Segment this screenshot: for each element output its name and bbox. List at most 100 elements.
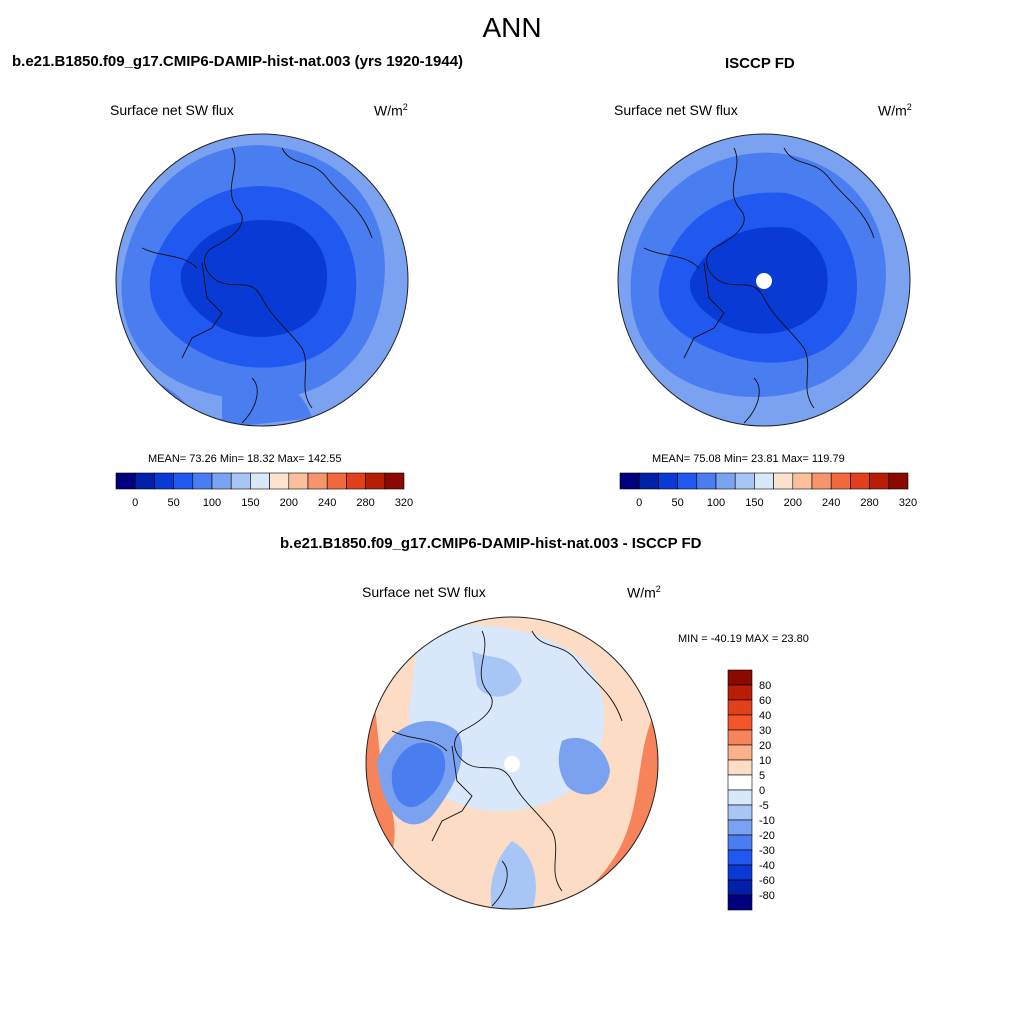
right-colorbar-tick-label: 0 [636, 497, 642, 509]
right-units-label: W/m2 [878, 102, 912, 119]
right-colorbar-swatch [677, 472, 698, 490]
diff-colorbar-tick-label: -30 [759, 845, 775, 857]
left-colorbar-tick-label: 240 [318, 497, 336, 509]
right-colorbar-tick-label: 100 [707, 497, 725, 509]
diff-minmax: MIN = -40.19 MAX = 23.80 [678, 633, 809, 645]
left-colorbar-swatch [211, 472, 232, 490]
left-colorbar-tick-label: 100 [203, 497, 221, 509]
diff-colorbar-swatch [727, 804, 753, 821]
diff-colorbar-swatch [727, 774, 753, 791]
diff-colorbar-swatch [727, 714, 753, 731]
diff-colorbar-tick-label: -10 [759, 815, 775, 827]
diff-polar-map [365, 616, 659, 910]
diff-colorbar-swatch [727, 744, 753, 761]
diff-colorbar-tick-label: 10 [759, 755, 771, 767]
left-colorbar-swatch [250, 472, 270, 490]
right-colorbar-swatch [869, 472, 890, 490]
left-colorbar-swatch [115, 472, 136, 490]
diff-colorbar-tick-label: 30 [759, 725, 771, 737]
left-colorbar-tick-label: 200 [280, 497, 298, 509]
left-colorbar-swatch [269, 472, 290, 490]
diff-colorbar-swatch [727, 834, 753, 851]
diff-colorbar-tick-label: -5 [759, 800, 769, 812]
left-coastlines [141, 147, 373, 424]
diff-colorbar-tick-label: 60 [759, 695, 771, 707]
left-colorbar-swatch [307, 472, 328, 490]
diff-colorbar-swatch [727, 729, 753, 746]
right-pole-missing [756, 273, 772, 289]
diff-colorbar: 80 60 40 30 20 10 5 0 -5 -10 -20 -30 -40 -60 -80 [727, 669, 775, 911]
right-colorbar-swatch [715, 472, 736, 490]
diff-colorbar-tick-label: 5 [759, 770, 765, 782]
left-stats: MEAN= 73.26 Min= 18.32 Max= 142.55 [148, 453, 342, 465]
diff-colorbar-tick-label: -20 [759, 830, 775, 842]
diff-colorbar-swatch [727, 849, 753, 866]
diff-colorbar-tick-label: -80 [759, 890, 775, 902]
left-colorbar-swatch [346, 472, 366, 490]
left-colorbar-swatch [154, 472, 174, 490]
left-colorbar-swatch [173, 472, 194, 490]
diff-colorbar-swatch [727, 684, 753, 701]
diff-colorbar-swatch [727, 894, 753, 911]
right-colorbar-swatch [658, 472, 678, 490]
diff-colorbar-swatch [727, 789, 753, 806]
left-colorbar-tick-label: 320 [395, 497, 413, 509]
right-colorbar-swatch [754, 472, 774, 490]
right-colorbar-tick-label: 280 [860, 497, 878, 509]
right-colorbar-swatch [811, 472, 832, 490]
diff-variable-label: Surface net SW flux [362, 584, 486, 600]
left-colorbar: 0 50 100 150 200 240 280 320 [115, 472, 413, 509]
left-polar-map [115, 133, 409, 427]
diff-colorbar-tick-label: -40 [759, 860, 775, 872]
right-colorbar-swatch [638, 472, 659, 490]
left-colorbar-tick-label: 0 [132, 497, 138, 509]
main-title: ANN [482, 12, 542, 43]
right-colorbar-swatch [888, 472, 909, 490]
right-stats: MEAN= 75.08 Min= 23.81 Max= 119.79 [652, 453, 845, 465]
right-case-title: ISCCP FD [725, 55, 795, 72]
right-colorbar-tick-label: 240 [822, 497, 840, 509]
diff-colorbar-swatch [727, 699, 753, 716]
diff-colorbar-tick-label: 40 [759, 710, 771, 722]
right-variable-label: Surface net SW flux [614, 102, 738, 118]
diff-colorbar-swatch [727, 669, 753, 686]
left-case-title: b.e21.B1850.f09_g17.CMIP6-DAMIP-hist-nat… [12, 53, 464, 70]
left-colorbar-swatch [192, 472, 213, 490]
right-colorbar-tick-label: 200 [784, 497, 802, 509]
left-colorbar-swatch [288, 472, 309, 490]
right-colorbar-tick-label: 320 [899, 497, 917, 509]
right-colorbar-swatch [696, 472, 717, 490]
right-colorbar-swatch [830, 472, 851, 490]
right-colorbar-swatch [773, 472, 794, 490]
diff-case-title: b.e21.B1850.f09_g17.CMIP6-DAMIP-hist-nat… [280, 535, 702, 552]
left-colorbar-tick-label: 50 [167, 497, 179, 509]
left-variable-label: Surface net SW flux [110, 102, 234, 118]
left-colorbar-tick-label: 150 [241, 497, 259, 509]
right-colorbar-swatch [850, 472, 870, 490]
left-colorbar-tick-label: 280 [356, 497, 374, 509]
left-units-label: W/m2 [374, 102, 408, 119]
right-polar-map [617, 133, 911, 427]
diff-colorbar-tick-label: 80 [759, 680, 771, 692]
diff-colorbar-tick-label: -60 [759, 875, 775, 887]
left-colorbar-swatch [326, 472, 347, 490]
left-colorbar-swatch [230, 472, 251, 490]
left-colorbar-swatch [365, 472, 386, 490]
diff-colorbar-swatch [727, 879, 753, 896]
diff-colorbar-swatch [727, 819, 753, 836]
diff-coastlines [391, 630, 623, 907]
right-colorbar-swatch [734, 472, 755, 490]
right-colorbar-tick-label: 150 [745, 497, 763, 509]
right-colorbar-tick-label: 50 [671, 497, 683, 509]
right-colorbar-swatch [619, 472, 640, 490]
left-field-core [180, 220, 328, 337]
left-colorbar-swatch [384, 472, 405, 490]
right-colorbar-swatch [792, 472, 813, 490]
diff-units-label: W/m2 [627, 584, 661, 601]
diff-colorbar-swatch [727, 864, 753, 881]
diff-pole-missing [504, 756, 520, 772]
diff-colorbar-tick-label: 0 [759, 785, 765, 797]
right-coastlines [643, 147, 875, 424]
right-colorbar: 0 50 100 150 200 240 280 320 [619, 472, 917, 509]
left-colorbar-swatch [134, 472, 155, 490]
